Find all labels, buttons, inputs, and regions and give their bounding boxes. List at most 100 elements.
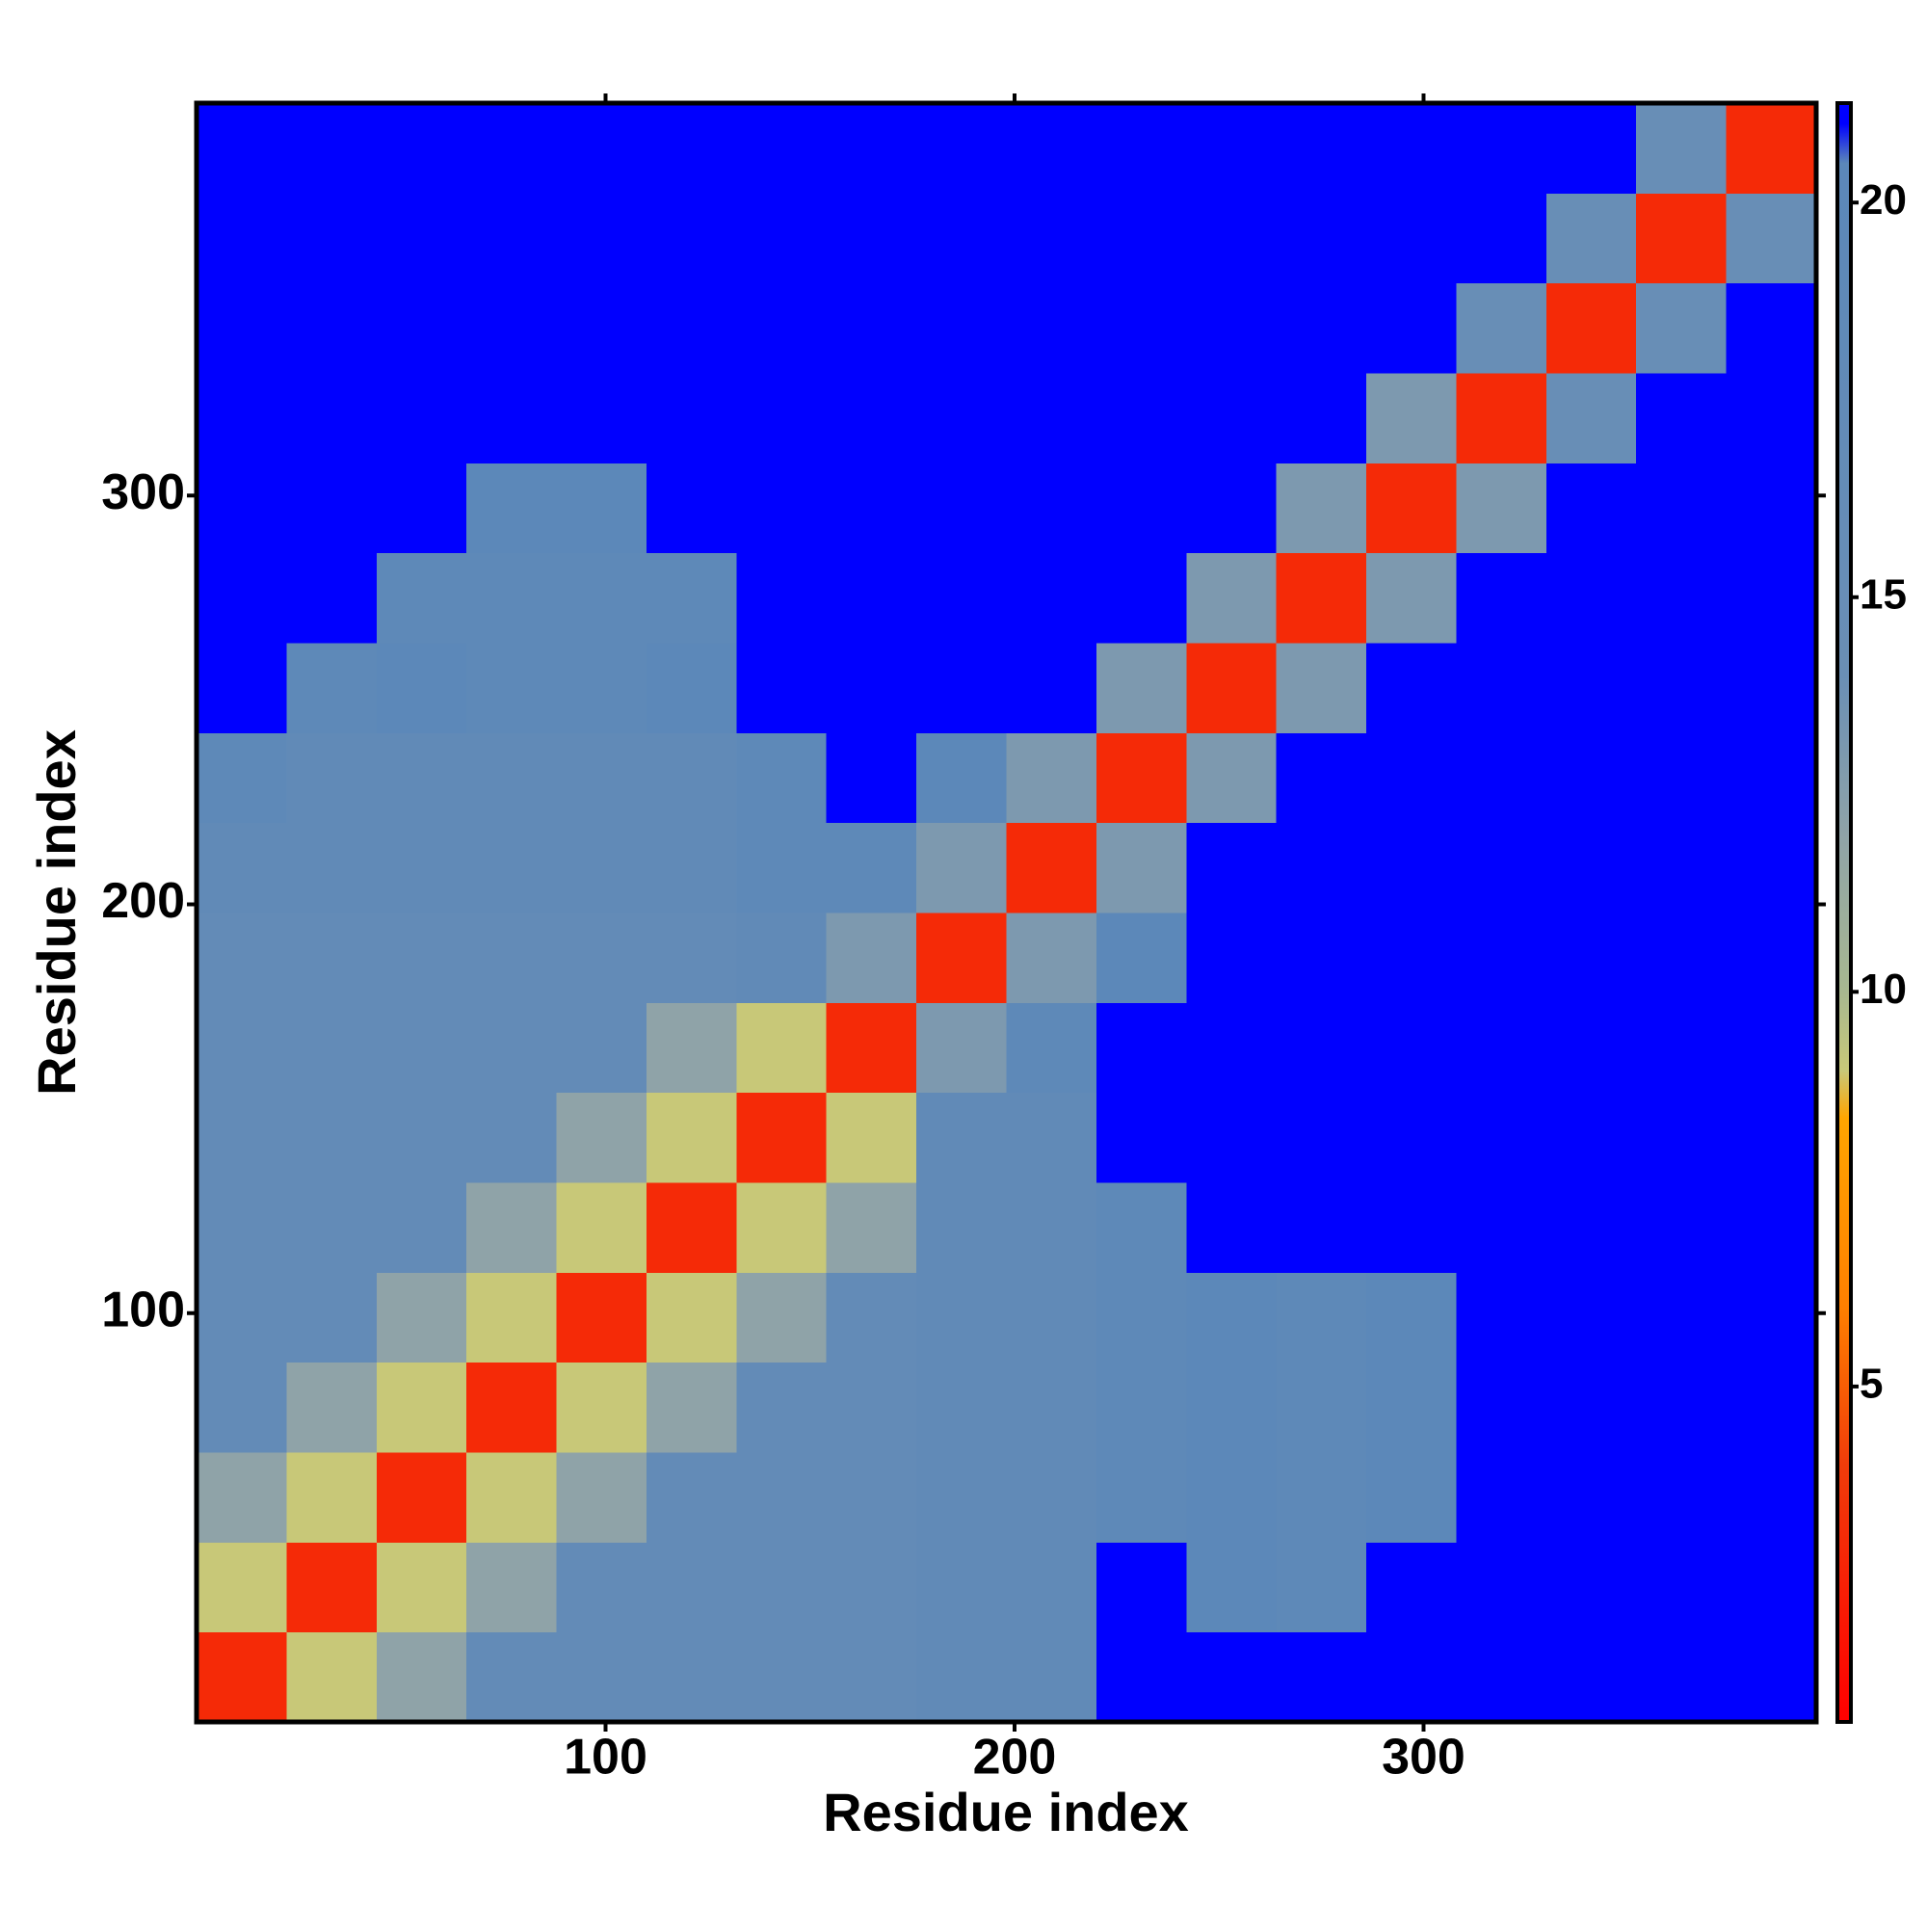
- heatmap-cell: [1636, 463, 1728, 554]
- heatmap-cell: [1636, 1452, 1728, 1543]
- colorbar-tick-label: 10: [1860, 966, 1907, 1013]
- heatmap-cell: [286, 1272, 378, 1363]
- heatmap-cell: [1186, 373, 1278, 463]
- heatmap-cell: [646, 103, 737, 194]
- heatmap-cell: [826, 1182, 917, 1273]
- heatmap-cell: [1186, 463, 1278, 554]
- heatmap-cell: [376, 1631, 467, 1723]
- heatmap-cell: [1636, 1362, 1728, 1453]
- heatmap-cell: [1636, 1182, 1728, 1273]
- heatmap-cell: [556, 1002, 647, 1094]
- heatmap-cell: [1006, 1631, 1097, 1723]
- heatmap-cell: [1636, 913, 1728, 1003]
- heatmap-cell: [1726, 822, 1817, 913]
- heatmap-cell: [1006, 732, 1097, 824]
- heatmap-cell: [197, 282, 287, 374]
- heatmap-cell: [1276, 1002, 1367, 1094]
- heatmap-cell: [1726, 103, 1817, 194]
- heatmap-cell: [1545, 1002, 1637, 1094]
- heatmap-cell: [1095, 822, 1187, 913]
- heatmap-cell: [736, 1542, 828, 1633]
- heatmap-cell: [1456, 913, 1547, 1003]
- heatmap-cell: [376, 193, 467, 284]
- heatmap-cell: [1186, 1182, 1278, 1273]
- heatmap-cell: [1366, 732, 1457, 824]
- heatmap-cell: [286, 732, 378, 824]
- heatmap-cell: [736, 643, 828, 733]
- heatmap-cell: [736, 282, 828, 374]
- heatmap-cell: [286, 463, 378, 554]
- heatmap-cell: [916, 732, 1007, 824]
- heatmap-cell: [197, 193, 287, 284]
- heatmap-cell: [466, 1002, 558, 1094]
- heatmap-cell: [556, 1092, 647, 1183]
- heatmap-cell: [1366, 193, 1457, 284]
- heatmap-cell: [826, 822, 917, 913]
- heatmap-cell: [1545, 1182, 1637, 1273]
- heatmap-cell: [736, 1631, 828, 1723]
- heatmap-cell: [1545, 913, 1637, 1003]
- heatmap-cell: [1456, 1182, 1547, 1273]
- heatmap-cell: [286, 373, 378, 463]
- heatmap-cell: [286, 193, 378, 284]
- heatmap-cell: [466, 1452, 558, 1543]
- heatmap-cell: [736, 552, 828, 644]
- heatmap-cell: [1636, 552, 1728, 644]
- heatmap-cell: [1095, 1182, 1187, 1273]
- heatmap-cell: [826, 1002, 917, 1094]
- heatmap-cell: [466, 552, 558, 644]
- heatmap-cell: [916, 552, 1007, 644]
- heatmap-cell: [1095, 463, 1187, 554]
- heatmap-cell: [646, 1182, 737, 1273]
- colorbar-tick-label: 20: [1860, 176, 1907, 224]
- heatmap-cell: [646, 552, 737, 644]
- heatmap-cell: [1186, 732, 1278, 824]
- heatmap-cell: [197, 1002, 287, 1094]
- heatmap-cell: [736, 193, 828, 284]
- heatmap-cell: [1276, 1092, 1367, 1183]
- y-axis-label: Residue index: [26, 729, 87, 1096]
- heatmap-cell: [466, 913, 558, 1003]
- heatmap-cell: [826, 463, 917, 554]
- heatmap-cell: [1636, 1272, 1728, 1363]
- heatmap-cell: [916, 1362, 1007, 1453]
- heatmap-cell: [1726, 1631, 1817, 1723]
- heatmap-cell: [556, 193, 647, 284]
- heatmap-cell: [1006, 373, 1097, 463]
- heatmap-cell: [646, 193, 737, 284]
- heatmap-cell: [1095, 1362, 1187, 1453]
- heatmap-cell: [1545, 282, 1637, 374]
- heatmap-cell: [1636, 373, 1728, 463]
- heatmap-cell: [466, 1272, 558, 1363]
- heatmap-cell: [1636, 1092, 1728, 1183]
- heatmap-cell: [1545, 1362, 1637, 1453]
- heatmap-cell: [1456, 463, 1547, 554]
- heatmap-cell: [466, 643, 558, 733]
- heatmap-cell: [916, 1272, 1007, 1363]
- heatmap-cell: [646, 822, 737, 913]
- heatmap-cell: [1186, 643, 1278, 733]
- heatmap-cell: [1276, 103, 1367, 194]
- heatmap-cell: [1095, 1002, 1187, 1094]
- heatmap-cell: [466, 822, 558, 913]
- heatmap-cell: [1726, 1452, 1817, 1543]
- heatmap-cell: [1006, 1542, 1097, 1633]
- heatmap-cell: [1276, 732, 1367, 824]
- heatmap-cell: [1276, 1452, 1367, 1543]
- heatmap-cell: [286, 913, 378, 1003]
- heatmap-cell: [646, 463, 737, 554]
- heatmap-cell: [646, 373, 737, 463]
- heatmap-cell: [736, 732, 828, 824]
- heatmap-cell: [826, 1542, 917, 1633]
- heatmap-cell: [916, 643, 1007, 733]
- heatmap-cell: [1366, 1362, 1457, 1453]
- heatmap-cell: [1276, 643, 1367, 733]
- heatmap-cell: [736, 1182, 828, 1273]
- heatmap-cell: [197, 1182, 287, 1273]
- heatmap-cell: [1366, 1092, 1457, 1183]
- heatmap-cell: [1456, 643, 1547, 733]
- heatmap-cell: [1186, 193, 1278, 284]
- heatmap-cell: [1006, 1182, 1097, 1273]
- heatmap-cell: [736, 1092, 828, 1183]
